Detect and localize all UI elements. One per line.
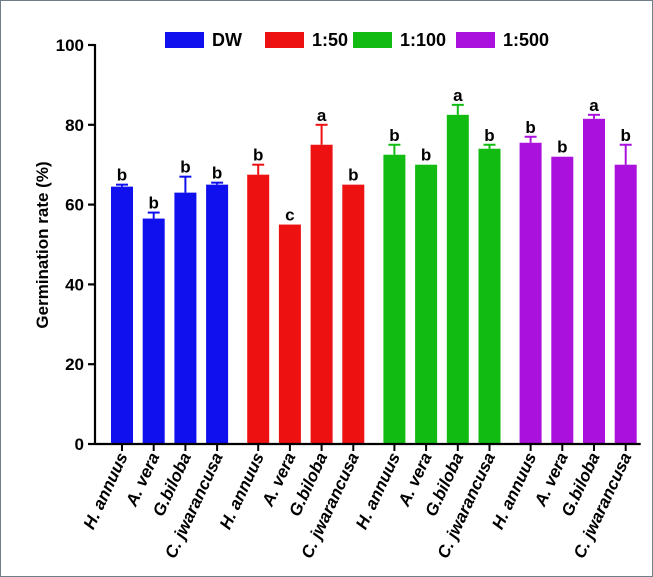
bar [614,164,637,444]
bar [342,184,365,444]
bar-group-0: b b b b [111,158,229,444]
y-axis: 0 20 40 60 80 100 [56,36,97,454]
significance-letter: b [253,146,263,165]
y-tick-label: 100 [56,36,84,55]
legend-swatch [456,32,495,48]
legend-label: DW [212,30,242,50]
y-axis-label: Germination rate (%) [33,161,52,328]
legend-swatch [353,32,392,48]
legend-label: 1:500 [503,30,549,50]
legend-label: 1:100 [400,30,446,50]
bar [415,164,438,444]
significance-letter: b [421,146,431,165]
significance-letter: c [285,206,294,225]
significance-letter: a [453,86,463,105]
legend-label: 1:50 [312,30,348,50]
bar-group-2: b b a b [383,86,501,445]
significance-letter: b [557,138,567,157]
significance-letter: b [484,126,494,145]
legend-item: 1:100 [353,30,446,50]
y-tick-label: 0 [75,435,84,454]
y-tick-label: 40 [65,275,84,294]
bar [583,118,605,444]
legend: DW 1:50 1:100 1:500 [165,30,549,50]
bar-group-1: b c a b [247,106,365,445]
significance-letter: b [389,126,399,145]
legend-swatch [165,32,204,48]
legend-swatch [265,32,304,48]
bar [551,156,574,444]
significance-letter: a [589,96,599,115]
significance-letter: b [212,164,222,183]
bar [519,142,542,444]
bar [174,192,197,444]
y-tick-label: 20 [65,355,84,374]
bar [310,144,333,444]
bar [278,224,301,444]
bar [478,148,501,445]
significance-letter: a [317,106,327,125]
bar [142,218,165,444]
bar [446,114,469,444]
significance-letter: b [525,118,535,137]
bar-group-3: b b a b [519,96,637,444]
significance-letter: b [117,166,127,185]
plot-area: b b b b b c a b b b a b b b a b [111,86,637,445]
bar [206,184,229,444]
x-tick-label: H. annuus [80,450,132,533]
y-tick-label: 80 [65,116,84,135]
significance-letter: b [149,194,159,213]
significance-letter: b [180,158,190,177]
bar [247,174,270,445]
y-tick-label: 60 [65,196,84,215]
legend-item: DW [165,30,242,50]
bar [383,154,406,444]
significance-letter: b [348,166,358,185]
legend-item: 1:500 [456,30,549,50]
significance-letter: b [621,126,631,145]
legend-item: 1:50 [265,30,348,50]
bar [111,186,133,444]
